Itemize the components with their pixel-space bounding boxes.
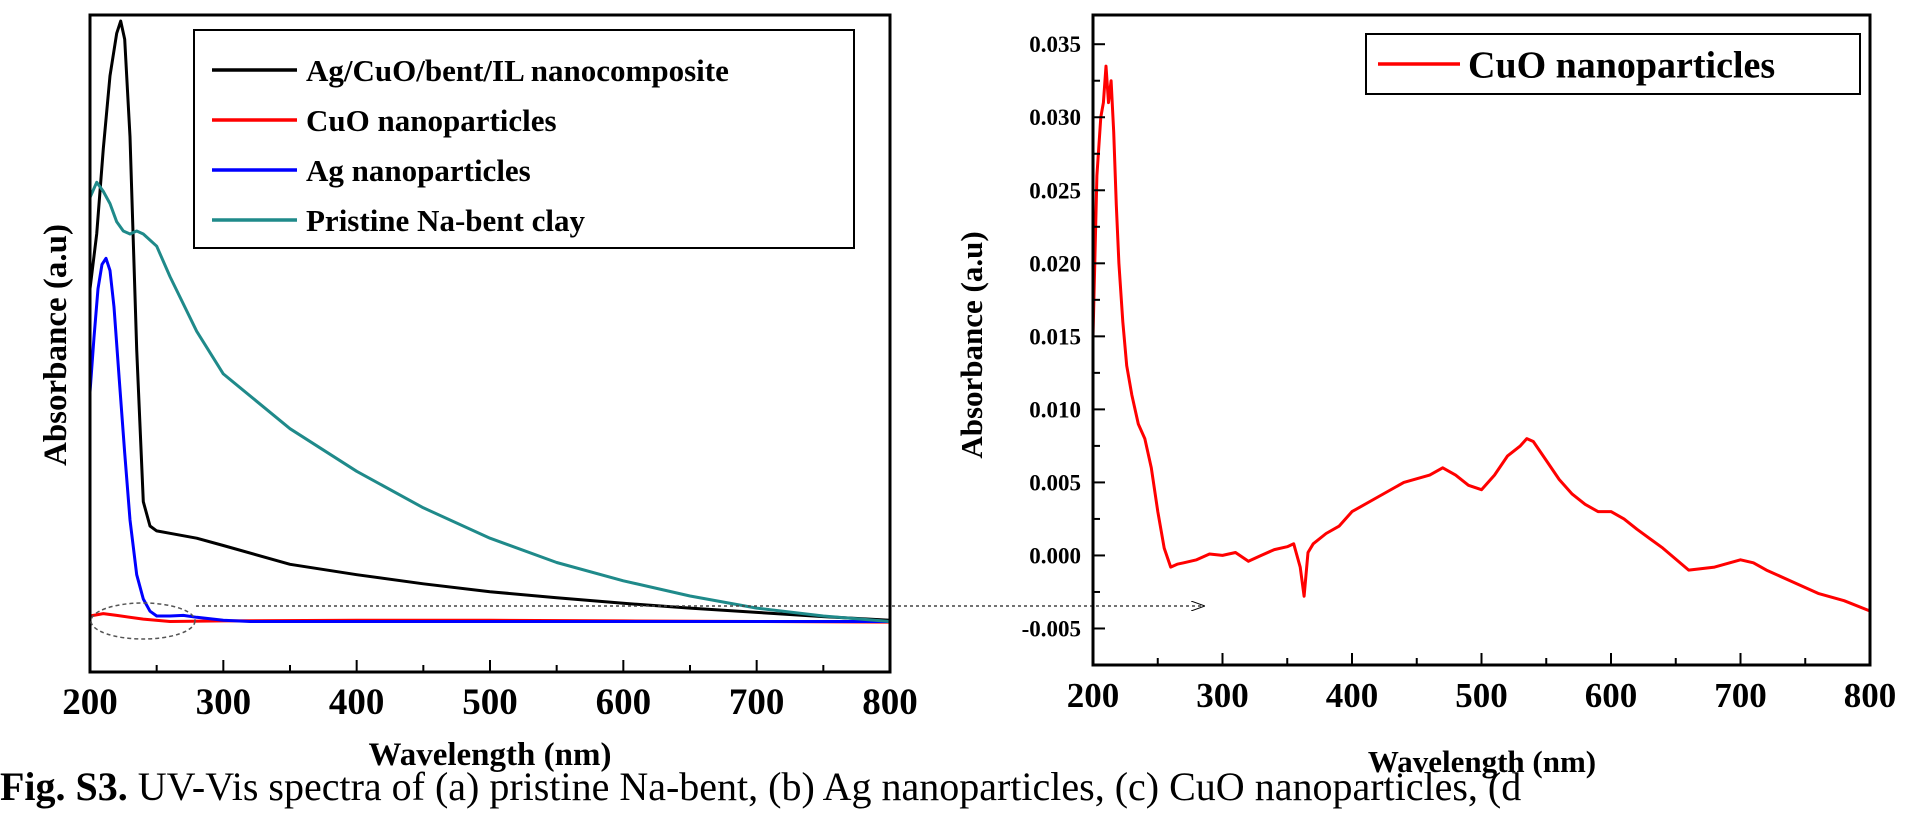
- caption-label: Fig. S3.: [0, 764, 128, 809]
- left-x-tick-label: 500: [462, 682, 518, 723]
- left-legend: Ag/CuO/bent/IL nanocomposite CuO nanopart…: [193, 29, 855, 249]
- left-series-line-3: [88, 180, 891, 623]
- right-x-axis-title: Wavelength (nm): [1368, 744, 1596, 779]
- left-legend-label-3: Pristine Na-bent clay: [306, 203, 585, 238]
- right-x-tick-label: 400: [1326, 676, 1379, 715]
- caption-text: UV-Vis spectra of (a) pristine Na-bent, …: [137, 764, 1522, 809]
- right-y-tick-label: 0.000: [1029, 543, 1081, 568]
- left-x-tick-label: 200: [62, 682, 118, 723]
- right-y-axis-title: Absorbance (a.u): [954, 231, 989, 458]
- left-legend-label-0: Ag/CuO/bent/IL nanocomposite: [306, 53, 729, 88]
- right-plot-frame: [1091, 13, 1872, 667]
- left-x-tick-label: 300: [196, 682, 252, 723]
- zoom-region-ellipse: [90, 602, 196, 640]
- left-legend-label-1: CuO nanoparticles: [306, 103, 557, 138]
- right-legend: CuO nanoparticles: [1365, 33, 1861, 95]
- left-series-group: [88, 19, 891, 624]
- right-x-tick-label: 600: [1585, 676, 1638, 715]
- right-x-tick-label: 200: [1067, 676, 1120, 715]
- right-chart: 200 300 400 500 600 700 800 -0.005 0.000 0.005 0.0…: [954, 13, 1897, 779]
- right-axis-ticks: 200 300 400 500 600 700 800 -0.005 0.000 0.005 0.0…: [1022, 32, 1897, 715]
- left-x-tick-label: 800: [862, 682, 918, 723]
- left-chart: 200 300 400 500 600 700 800 Wavelength (nm) Ab…: [38, 13, 918, 773]
- left-x-tick-label: 700: [729, 682, 785, 723]
- right-y-tick-label: 0.015: [1029, 324, 1081, 349]
- left-x-tick-label: 400: [329, 682, 385, 723]
- left-legend-box: [193, 29, 855, 249]
- right-x-tick-label: 700: [1714, 676, 1767, 715]
- right-y-tick-label: 0.010: [1029, 397, 1081, 422]
- right-y-tick-label: 0.030: [1029, 105, 1081, 130]
- left-legend-label-2: Ag nanoparticles: [306, 153, 531, 188]
- left-axis-ticks: 200 300 400 500 600 700 800: [62, 660, 918, 723]
- right-x-tick-label: 500: [1455, 676, 1508, 715]
- right-x-tick-label: 300: [1196, 676, 1249, 715]
- right-y-tick-label: 0.035: [1029, 32, 1081, 57]
- right-x-tick-label: 800: [1844, 676, 1897, 715]
- figure-caption: Fig. S3. UV-Vis spectra of (a) pristine …: [0, 760, 1927, 813]
- left-x-axis-title: Wavelength (nm): [369, 737, 612, 773]
- right-y-tick-label: 0.025: [1029, 178, 1081, 203]
- right-series-line-0: [1091, 64, 1871, 613]
- right-y-tick-label: 0.020: [1029, 251, 1081, 276]
- right-y-tick-label: -0.005: [1022, 616, 1081, 641]
- left-series-line-0: [88, 19, 891, 622]
- left-series-line-2: [88, 256, 890, 623]
- right-series-group: [1091, 64, 1871, 613]
- left-y-axis-title: Absorbance (a.u): [38, 224, 74, 466]
- left-x-tick-label: 600: [596, 682, 652, 723]
- right-legend-label-0: CuO nanoparticles: [1468, 44, 1775, 86]
- right-y-tick-label: 0.005: [1029, 470, 1081, 495]
